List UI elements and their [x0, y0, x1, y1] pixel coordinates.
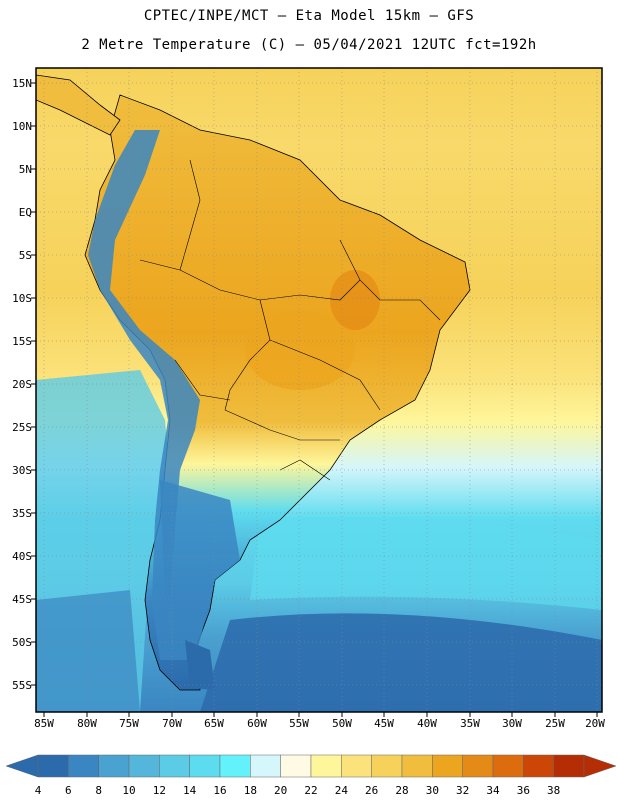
colorbar-label: 38 [547, 784, 560, 797]
colorbar-swatch [37, 754, 69, 778]
colorbar-label: 18 [244, 784, 257, 797]
colorbar-label: 24 [335, 784, 349, 797]
colorbar-swatch [553, 754, 585, 778]
colorbar-swatch [219, 754, 251, 778]
colorbar-swatch [371, 754, 403, 778]
lat-label: 15N [12, 77, 32, 90]
map-frame [35, 67, 603, 713]
lat-label: 10N [12, 120, 32, 133]
lon-label: 45W [374, 717, 394, 730]
lon-label: 30W [502, 717, 522, 730]
colorbar-label: 4 [35, 784, 42, 797]
colorbar-label: 12 [153, 784, 166, 797]
longitude-axis: 85W 80W 75W 70W 65W 60W 55W 50W 45W 40W … [34, 717, 605, 730]
temperature-field [36, 68, 602, 712]
lon-label: 20W [585, 717, 605, 730]
colorbar-swatch [250, 754, 281, 778]
colorbar-label: 8 [95, 784, 102, 797]
colorbar-swatch [98, 754, 130, 778]
colorbar-label: 30 [426, 784, 439, 797]
colorbar-swatch [189, 754, 221, 778]
colorbar-swatch [159, 754, 190, 778]
lat-label: 35S [12, 507, 32, 520]
map-title-line-1: CPTEC/INPE/MCT – Eta Model 15km – GFS [143, 8, 475, 24]
colorbar-label: 32 [456, 784, 469, 797]
colorbar-swatch [462, 754, 494, 778]
colorbar-label: 20 [274, 784, 287, 797]
colorbar-swatch [341, 754, 372, 778]
lat-label: 45S [12, 593, 32, 606]
colorbar-swatch [280, 754, 312, 778]
lat-label: 40S [12, 550, 32, 563]
colorbar-label: 28 [395, 784, 408, 797]
colorbar-left-arrow [5, 754, 39, 778]
latitude-axis: 15N 10N 5N EQ 5S 10S 15S 20S 25S 30S 35S… [12, 77, 32, 692]
axis-ticks [31, 82, 598, 717]
lat-label: 15S [12, 335, 32, 348]
lon-label: 70W [162, 717, 182, 730]
lon-label: 75W [119, 717, 139, 730]
lon-label: 55W [289, 717, 309, 730]
colorbar-label: 14 [183, 784, 197, 797]
lat-label: 55S [12, 679, 32, 692]
lat-label: 25S [12, 421, 32, 434]
lon-label: 80W [77, 717, 97, 730]
lat-label: EQ [19, 206, 32, 219]
lon-label: 25W [545, 717, 565, 730]
colorbar-swatch [68, 754, 99, 778]
lat-label: 5N [19, 163, 32, 176]
map-title-line-2: 2 Metre Temperature (C) – 05/04/2021 12U… [81, 37, 537, 53]
colorbar-label: 10 [122, 784, 135, 797]
lat-label: 10S [12, 292, 32, 305]
colorbar-swatch [432, 754, 463, 778]
colorbar-label: 16 [213, 784, 226, 797]
colorbar-swatch [310, 754, 342, 778]
lat-label: 50S [12, 636, 32, 649]
colorbar-label: 36 [517, 784, 530, 797]
colorbar-swatch [523, 754, 554, 778]
lat-label: 5S [19, 249, 32, 262]
colorbar-right-arrow [583, 754, 617, 778]
lon-label: 85W [34, 717, 54, 730]
colorbar-swatch [128, 754, 160, 778]
colorbar-label: 6 [65, 784, 72, 797]
lon-label: 40W [417, 717, 437, 730]
colorbar-swatch [401, 754, 433, 778]
color-legend: 4 6 8 10 12 14 16 18 20 22 24 26 28 30 32 34 36 38 [5, 754, 617, 797]
colorbar-swatch [492, 754, 524, 778]
lon-label: 60W [247, 717, 267, 730]
colorbar-label: 34 [486, 784, 500, 797]
lon-label: 35W [460, 717, 480, 730]
lat-label: 20S [12, 378, 32, 391]
colorbar-label: 22 [304, 784, 317, 797]
lon-label: 65W [204, 717, 224, 730]
lat-label: 30S [12, 464, 32, 477]
lon-label: 50W [332, 717, 352, 730]
colorbar-label: 26 [365, 784, 378, 797]
